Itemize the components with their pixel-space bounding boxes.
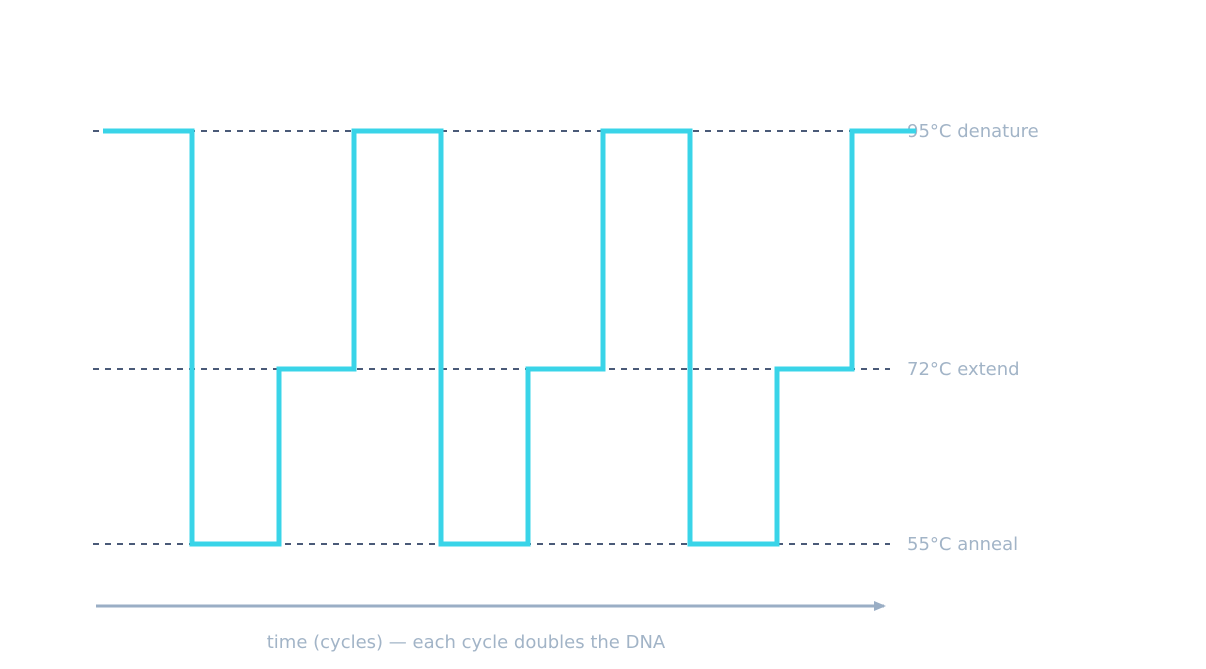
anneal-label: 55°C anneal xyxy=(907,534,1018,555)
extend-label: 72°C extend xyxy=(907,359,1020,380)
denature-label: 95°C denature xyxy=(907,121,1039,142)
temperature-step-trace xyxy=(103,128,916,547)
time-axis-label: time (cycles) — each cycle doubles the D… xyxy=(267,632,666,653)
